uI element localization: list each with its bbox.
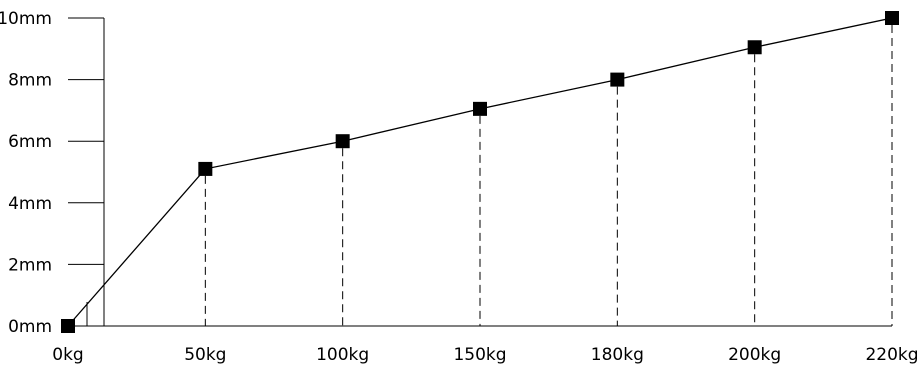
data-point-marker (61, 319, 75, 333)
y-tick-label: 10mm (0, 9, 52, 29)
data-point-marker (747, 40, 762, 55)
y-tick-label: 0mm (8, 317, 52, 337)
data-point-marker (885, 11, 899, 25)
x-tick-label: 150kg (453, 345, 506, 365)
y-tick-label: 2mm (8, 255, 52, 275)
x-tick-label: 0kg (52, 345, 83, 365)
x-tick-label: 200kg (728, 345, 781, 365)
data-point-marker (473, 101, 487, 116)
x-tick-label: 50kg (184, 345, 226, 365)
x-tick-label: 180kg (591, 345, 644, 365)
y-tick-label: 8mm (8, 71, 52, 91)
data-point-marker (610, 72, 625, 87)
y-tick-label: 4mm (8, 194, 52, 214)
x-tick-label: 220kg (865, 345, 918, 365)
y-tick-label: 6mm (8, 132, 52, 152)
x-tick-label: 100kg (316, 345, 369, 365)
data-point-marker (335, 134, 350, 149)
data-point-marker (198, 161, 213, 176)
